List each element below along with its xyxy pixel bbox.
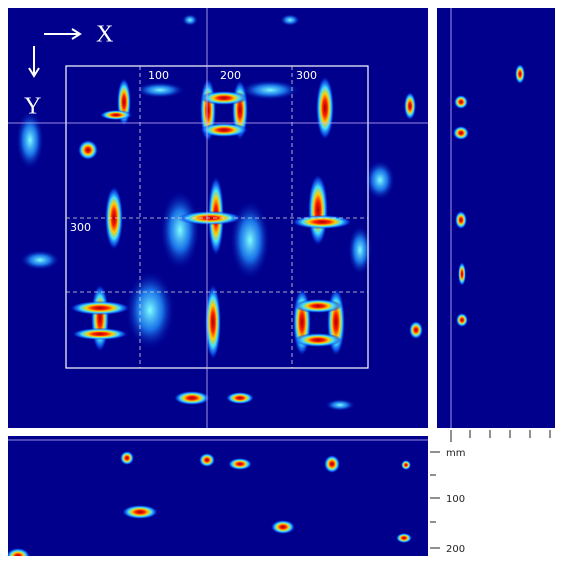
side-panel	[437, 8, 555, 428]
grid-label: 300	[296, 69, 317, 82]
grid-label: 100	[148, 69, 169, 82]
axis-y-label: Y	[24, 94, 41, 120]
scan-figure: X Y 100 200 300 300 mm 100 200	[0, 0, 561, 561]
bottom-panel	[8, 436, 428, 556]
page: {"axis_labels": {"x": "X", "y": "Y"}, "g…	[0, 0, 561, 561]
scale-unit: mm	[446, 448, 465, 459]
grid-label: 200	[220, 69, 241, 82]
axis-x-label: X	[96, 22, 113, 48]
scale-label: 200	[446, 544, 465, 555]
scale-label: 100	[446, 494, 465, 505]
grid-label: 300	[70, 221, 91, 234]
